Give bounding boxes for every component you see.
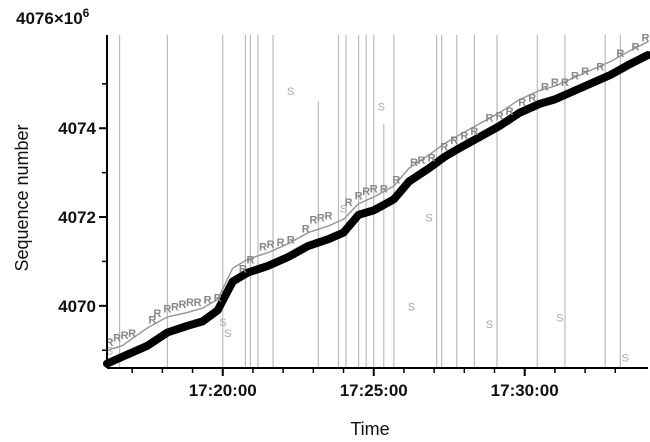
retransmit-marker: R [506,106,514,118]
sack-marker: S [378,101,385,113]
ack-series [106,41,649,351]
retransmit-marker: R [277,237,285,249]
sack-marker: S [219,317,226,329]
retransmit-marker: R [528,93,536,105]
retransmit-marker: R [106,337,114,349]
retransmit-marker: R [171,301,179,313]
retransmit-marker: R [214,292,222,304]
x-tick-label: 17:30:00 [491,381,559,400]
retransmit-marker: R [345,197,353,209]
retransmit-marker: R [551,77,559,89]
x-tick-label: 17:25:00 [340,381,408,400]
sack-marker: S [408,301,415,313]
y-tick-label: 4070 [58,297,96,316]
retransmit-marker: R [121,330,129,342]
retransmit-marker: R [561,77,569,89]
sack-marker: S [340,204,347,216]
retransmit-marker: R [317,212,325,224]
retransmit-marker: R [179,299,187,311]
retransmit-marker: R [239,264,247,276]
retransmit-marker: R [518,97,526,109]
retransmit-marker: R [287,235,295,247]
retransmit-marker: R [470,126,478,138]
retransmit-marker: R [153,308,161,320]
retransmit-marker: R [113,332,121,344]
sack-marker: S [287,86,294,98]
vertical-markers [118,35,621,368]
retransmit-marker: R [631,42,639,54]
retransmit-marker: R [324,210,332,222]
retransmit-marker: R [163,304,171,316]
y-axis-title: Sequence number [12,124,32,271]
retransmit-marker: R [496,110,504,122]
retransmit-marker: R [148,315,156,327]
retransmit-marker: R [440,141,448,153]
sack-marker: S [556,312,563,324]
retransmit-marker: R [194,297,202,309]
retransmit-marker: R [571,70,579,82]
retransmit-marker: R [186,297,194,309]
y-tick-label: 4074 [58,119,96,138]
retransmit-marker: R [596,62,604,74]
retransmit-marker: R [362,186,370,198]
retransmit-marker: R [380,184,388,196]
retransmit-marker: R [392,175,400,187]
retransmit-marker: R [309,215,317,227]
sack-marker: S [106,346,113,358]
retransmit-marker: R [428,153,436,165]
retransmit-marker: R [128,328,136,340]
retransmit-marker: R [370,184,378,196]
retransmit-marker: R [460,130,468,142]
sack-marker: S [486,319,493,331]
retransmit-marker: R [267,239,275,251]
x-axis-title: Time [350,419,389,439]
sack-marker: S [224,328,231,340]
retransmit-marker: R [418,155,426,167]
retransmit-marker: R [616,48,624,60]
retransmit-marker: R [581,66,589,78]
y-tick-label: 4072 [58,208,96,227]
sent-series [103,51,650,368]
sack-marker: S [425,212,432,224]
retransmit-marker: R [246,255,254,267]
retransmit-marker: R [642,33,650,45]
retransmit-marker: R [355,190,363,202]
retransmit-marker: R [410,157,418,169]
retransmit-marker: R [485,113,493,125]
retransmit-marker: R [541,82,549,94]
x-tick-label: 17:20:00 [189,381,257,400]
sack-marker: S [622,352,629,364]
sent-series-line [103,51,650,368]
y-scale-label: 4076×106 [16,6,90,28]
retransmit-marker: R [204,295,212,307]
retransmit-marker: R [302,224,310,236]
axes: 4070 4072 4074 17:20:00 17:25:00 17:30:00 [58,35,648,400]
ack-series-line [106,41,649,351]
retransmit-marker: R [450,135,458,147]
retransmit-marker: R [259,241,267,253]
